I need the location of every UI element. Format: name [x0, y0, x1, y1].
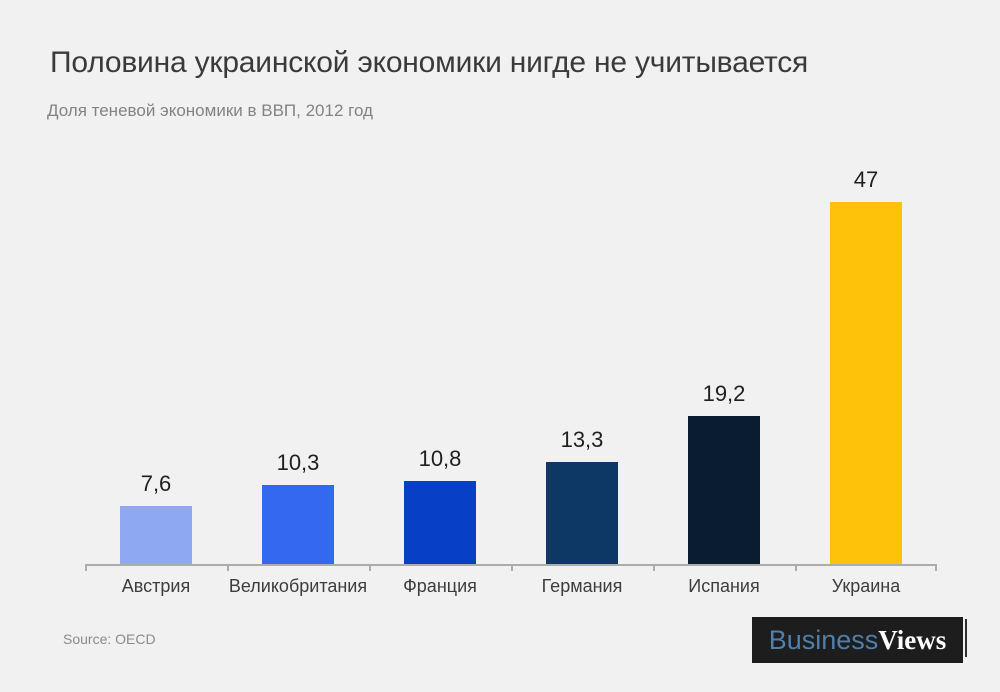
x-axis-tick [85, 564, 87, 571]
bar-ukraine [830, 202, 902, 564]
x-axis-label-ukraine: Украина [831, 576, 901, 596]
businessviews-logo: Business Views [752, 617, 963, 663]
bar-slot-austria: 7,6 Австрия [85, 170, 227, 596]
bar-germany [546, 462, 618, 564]
x-axis-label-germany: Германия [541, 576, 623, 596]
x-axis-tick [653, 564, 655, 571]
bar-value-label-france: 10,8 [418, 446, 462, 471]
x-axis-tick [511, 564, 513, 571]
logo-edge-line [965, 619, 967, 657]
bar-slot-france: 10,8 Франция [369, 170, 511, 596]
bar-slot-ukraine: 47 Украина [795, 167, 937, 596]
bar-chart: 7,6 Австрия 10,3 Великобритания 10,8 Франция 1… [85, 167, 937, 596]
bar-france [404, 481, 476, 564]
x-axis-label-france: Франция [403, 576, 477, 596]
bar-uk [262, 485, 334, 564]
logo-text-views: Views [878, 624, 947, 655]
bar-slot-germany: 13,3 Германия [511, 170, 653, 596]
logo-text-business: Business [768, 624, 879, 655]
x-axis-tick [935, 564, 937, 571]
bar-slot-spain: 19,2 Испания [653, 170, 795, 596]
bar-value-label-austria: 7,6 [140, 471, 172, 496]
bar-value-label-spain: 19,2 [702, 381, 746, 406]
x-axis-tick [369, 564, 371, 571]
bar-value-label-uk: 10,3 [276, 450, 320, 475]
bar-spain [688, 416, 760, 564]
x-axis-tick [795, 564, 797, 571]
x-axis-tick [227, 564, 229, 571]
x-axis-label-spain: Испания [688, 576, 760, 596]
bar-austria [120, 506, 192, 564]
bar-value-label-ukraine: 47 [853, 167, 879, 192]
chart-subtitle: Доля теневой экономики в ВВП, 2012 год [47, 101, 373, 120]
chart-title: Половина украинской экономики нигде не у… [50, 46, 809, 79]
x-axis-label-austria: Австрия [121, 576, 191, 596]
bar-value-label-germany: 13,3 [560, 427, 604, 452]
bar-slot-uk: 10,3 Великобритания [227, 170, 369, 596]
source-note: Source: OECD [63, 631, 156, 647]
x-axis-label-uk: Великобритания [228, 576, 368, 596]
